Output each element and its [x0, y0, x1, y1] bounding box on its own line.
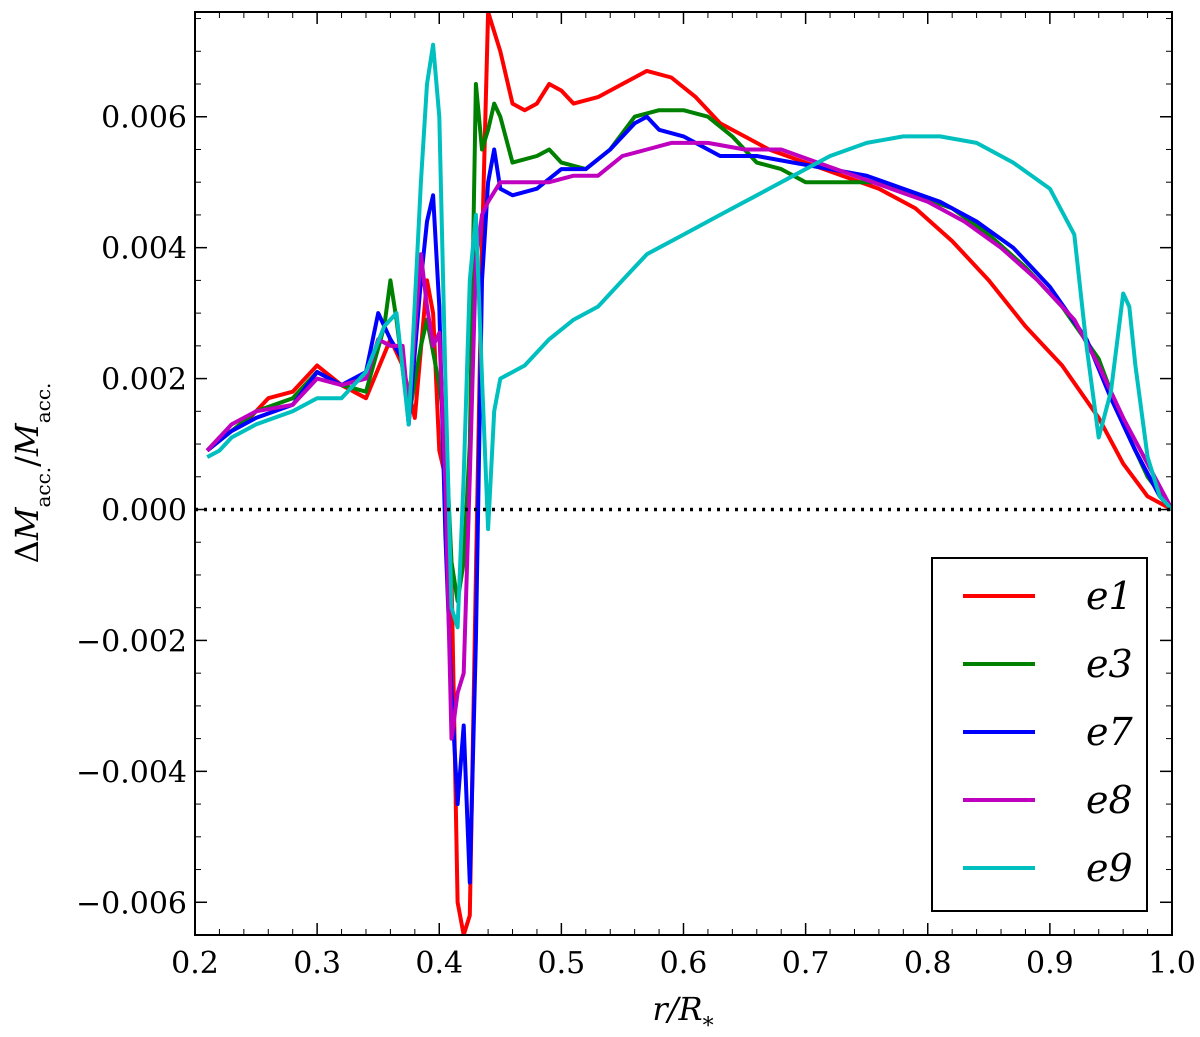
y-tick-label: −0.006	[76, 886, 187, 921]
x-axis-label: r/R*	[652, 990, 713, 1037]
legend: e1 e3 e7 e8 e9	[931, 557, 1148, 912]
y-tick-label: 0.002	[101, 363, 187, 398]
series-line-e9	[206, 42, 1172, 630]
x-tick-label: 0.3	[293, 946, 341, 981]
x-tick-label: 0.5	[538, 946, 586, 981]
tick-labels: 0.2 0.3 0.4 0.5 0.6 0.7 0.8 0.9 1.0 −0.006 −0.004 −…	[76, 101, 1196, 981]
legend-label-e9: e9	[1086, 846, 1133, 890]
series-line-e8	[205, 140, 1172, 741]
legend-label-e3: e3	[1086, 642, 1133, 686]
y-tick-label: −0.004	[76, 755, 187, 790]
y-axis-label: ΔMacc./Macc.	[8, 383, 55, 564]
legend-label-e8: e8	[1086, 778, 1133, 822]
series-group	[195, 12, 1172, 935]
y-tick-label: −0.002	[76, 624, 187, 659]
plot-frame	[194, 11, 1173, 936]
x-tick-label: 0.9	[1026, 946, 1074, 981]
series-line-e7	[205, 114, 1172, 885]
x-tick-label: 0.6	[660, 946, 708, 981]
x-tick-label: 0.7	[782, 946, 830, 981]
y-tick-label: 0.006	[101, 101, 187, 136]
y-tick-label: 0.000	[101, 494, 187, 529]
x-tick-label: 0.8	[904, 946, 952, 981]
legend-label-e1: e1	[1086, 574, 1133, 618]
x-tick-label: 0.2	[171, 946, 219, 981]
y-tick-label: 0.004	[101, 232, 187, 267]
x-tick-label: 0.4	[415, 946, 463, 981]
legend-box	[931, 557, 1148, 912]
x-tick-label: 1.0	[1148, 946, 1196, 981]
legend-label-e7: e7	[1086, 710, 1133, 754]
